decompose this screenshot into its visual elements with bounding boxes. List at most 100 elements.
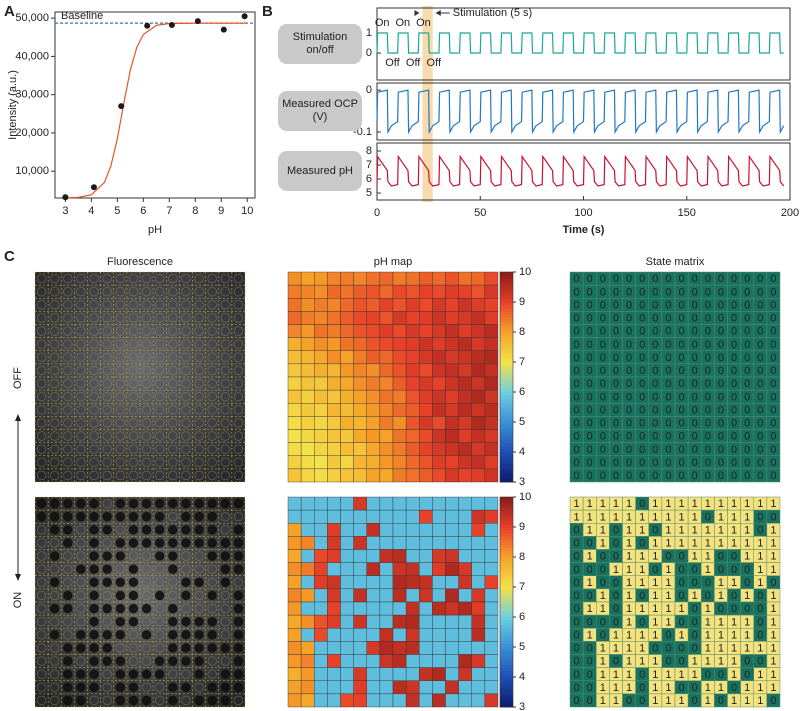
colorbar-step — [500, 347, 513, 351]
fluorescence-spot — [50, 405, 60, 415]
heatmap-cell — [405, 693, 420, 708]
state-value: 0 — [652, 378, 658, 390]
fluorescence-spot — [141, 470, 152, 481]
fluorescence-spot — [36, 405, 47, 415]
heatmap-cell — [458, 389, 472, 404]
fluorescence-spot — [168, 444, 178, 454]
state-value: 0 — [757, 524, 763, 536]
heatmap-cell — [287, 284, 302, 299]
state-value: 1 — [652, 603, 658, 615]
fluorescence-spot — [141, 643, 152, 653]
state-value: 0 — [744, 444, 750, 456]
heatmap-cell — [432, 523, 446, 537]
heatmap-cell — [419, 680, 433, 695]
heatmap-cell — [471, 693, 486, 708]
fluorescence-spot — [115, 313, 125, 323]
fluorescence-spot — [115, 273, 125, 284]
fluorescence-spot — [89, 577, 99, 587]
heatmap-cell — [419, 601, 433, 616]
heatmap-cell — [405, 389, 420, 404]
state-value: 0 — [731, 299, 737, 311]
state-value: 0 — [744, 352, 750, 364]
state-value: 0 — [626, 444, 632, 456]
fluorescence-spot — [115, 498, 125, 509]
state-value: 0 — [587, 431, 593, 443]
colorbar-step — [500, 359, 513, 363]
fluorescence-spot — [115, 339, 125, 349]
heatmap-cell — [484, 628, 499, 642]
heatmap-cell — [471, 654, 486, 668]
fluorescence-spot — [36, 287, 47, 297]
x-tick-label: 7 — [166, 205, 172, 217]
fluorescence-spot — [76, 695, 86, 706]
heatmap-cell — [300, 588, 315, 603]
colorbar-step — [500, 464, 513, 468]
heatmap-cell — [445, 429, 459, 443]
state-value: 0 — [600, 326, 606, 338]
heatmap-cell — [392, 376, 407, 391]
heatmap-cell — [392, 298, 407, 312]
fluorescence-spot — [207, 365, 217, 376]
heatmap-cell — [379, 562, 394, 576]
colorbar-step — [500, 662, 513, 666]
fluorescence-spot — [233, 617, 244, 627]
fluorescence-spot — [115, 643, 125, 653]
fluorescence-spot — [128, 682, 139, 692]
heatmap-cell — [432, 496, 446, 511]
fluorescence-spot — [76, 444, 86, 454]
data-point — [90, 184, 97, 191]
heatmap-cell — [353, 455, 367, 470]
heatmap-cell — [405, 654, 420, 668]
state-value: 0 — [731, 418, 737, 430]
heatmap-cell — [340, 509, 354, 524]
state-value: 1 — [718, 498, 724, 510]
state-value: 1 — [652, 498, 658, 510]
fluorescence-spot — [50, 656, 60, 666]
state-value: 1 — [692, 551, 698, 563]
data-point — [194, 18, 201, 25]
fluorescence-spot — [220, 326, 230, 336]
heatmap-cell — [327, 271, 341, 286]
fluorescence-spot — [194, 669, 204, 679]
panel-label: B — [262, 3, 273, 20]
fluorescence-spot — [36, 669, 47, 679]
fluorescence-spot — [50, 300, 60, 310]
fluorescence-spot — [155, 525, 165, 535]
fluorescence-spot — [233, 352, 244, 362]
state-value: 0 — [770, 418, 776, 430]
state-value: 0 — [718, 669, 724, 681]
state-value: 0 — [639, 339, 645, 351]
fluorescence-spot — [233, 603, 244, 614]
fluorescence-spot — [115, 470, 125, 481]
state-value: 0 — [705, 431, 711, 443]
x-axis-label: pH — [148, 224, 162, 236]
fluorescence-spot — [115, 577, 125, 587]
heatmap-cell — [379, 363, 394, 378]
colorbar-step — [500, 599, 513, 603]
state-value: 1 — [770, 603, 776, 615]
fluorescence-spot — [89, 669, 99, 679]
state-value: 1 — [665, 564, 671, 576]
fluorescence-spot — [50, 695, 60, 706]
fluorescence-spot — [63, 405, 73, 415]
heatmap-cell — [287, 680, 302, 695]
state-value: 0 — [574, 299, 580, 311]
fluorescence-spot — [115, 682, 125, 692]
state-value: 0 — [587, 616, 593, 628]
heatmap-cell — [327, 562, 341, 576]
heatmap-cell — [379, 496, 394, 511]
state-value: 0 — [744, 273, 750, 285]
fluorescence-spot — [128, 273, 139, 284]
state-value: 1 — [744, 538, 750, 550]
fluorescence-spot — [128, 643, 139, 653]
heatmap-cell — [327, 693, 341, 708]
heatmap-cell — [484, 468, 499, 483]
state-value: 0 — [639, 313, 645, 325]
fluorescence-spot — [76, 603, 86, 614]
state-value: 0 — [770, 365, 776, 377]
fluorescence-spot — [50, 352, 60, 362]
fluorescence-spot — [233, 405, 244, 415]
state-value: 0 — [770, 444, 776, 456]
heatmap-cell — [445, 601, 459, 616]
fluorescence-spot — [220, 313, 230, 323]
